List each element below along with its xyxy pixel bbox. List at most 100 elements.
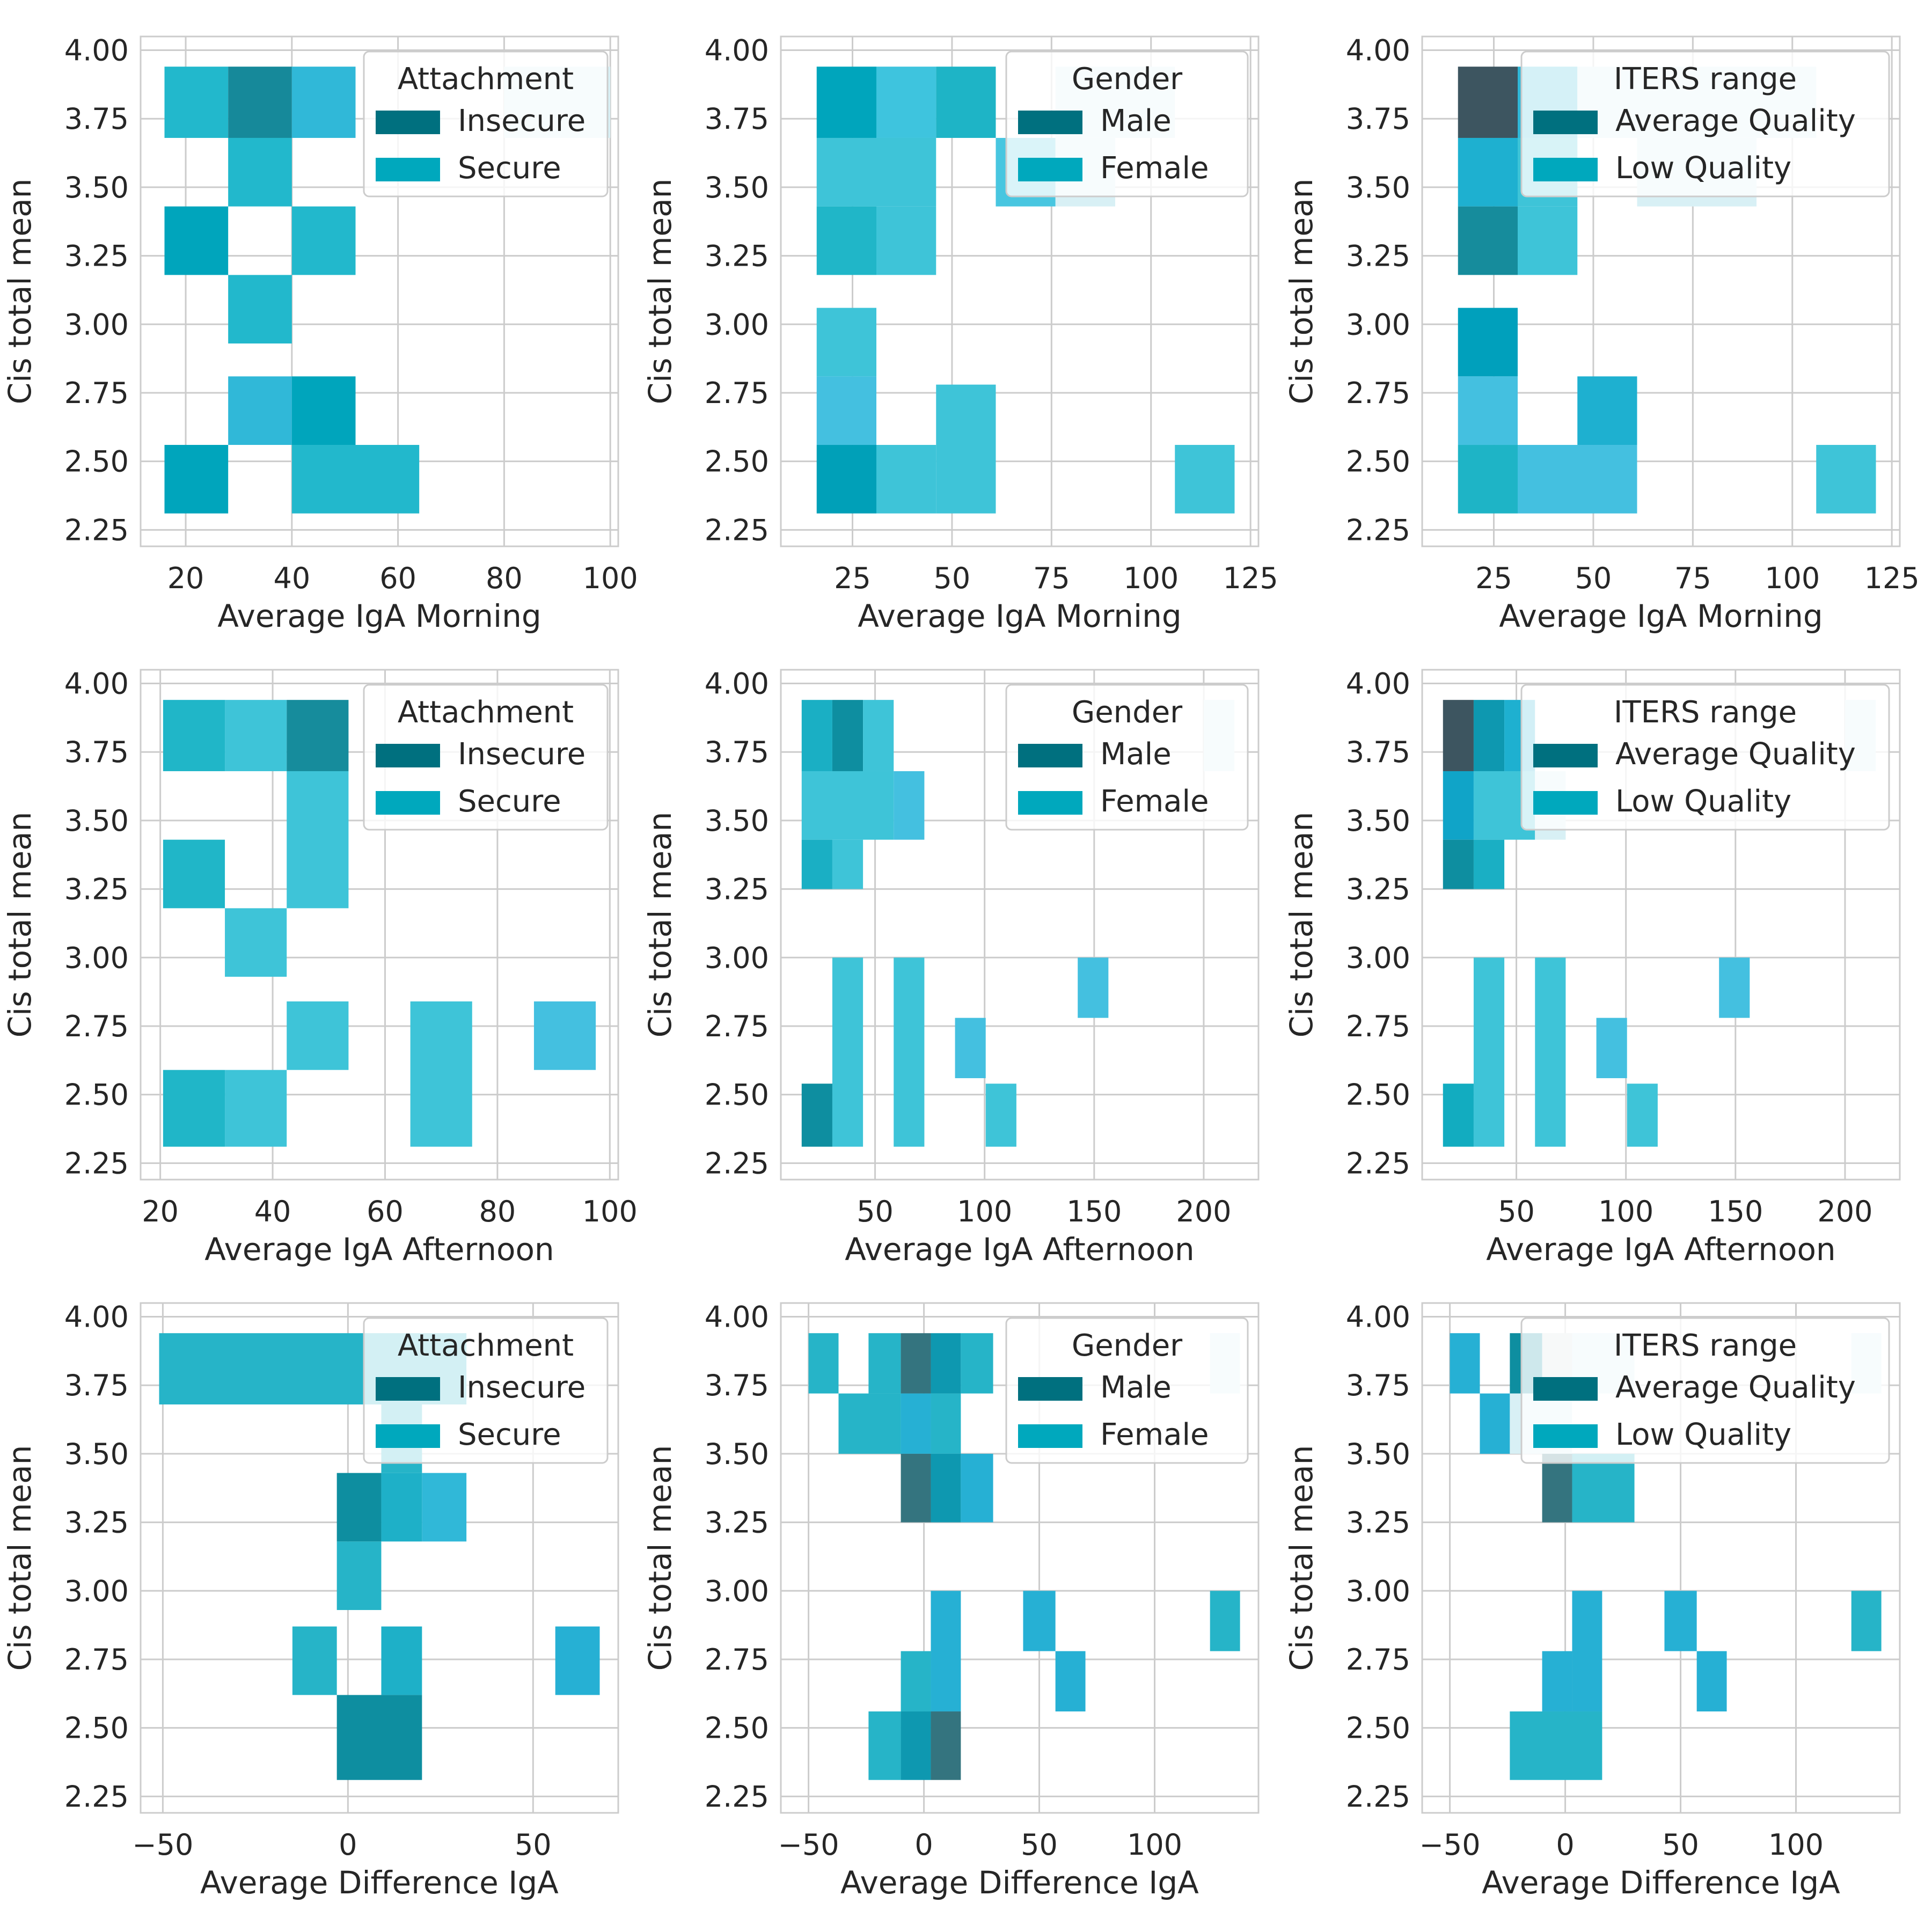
legend-label: Average Quality [1615, 1370, 1856, 1405]
x-axis-label: Average IgA Morning [858, 598, 1181, 634]
x-tick-label: 80 [479, 1195, 516, 1228]
heatmap-cell [1458, 206, 1518, 275]
y-tick-label: 3.75 [1346, 102, 1410, 136]
legend-label: Female [1100, 151, 1209, 186]
legend-swatch [376, 1377, 440, 1401]
plot-frame [140, 1302, 619, 1814]
heatmap-cell [1443, 839, 1474, 889]
heatmap-cell [1443, 1084, 1474, 1147]
legend-title: Gender [1072, 62, 1183, 97]
heatmap-cell [1719, 957, 1750, 1018]
plot-frame [140, 35, 619, 547]
legend-label: Secure [458, 151, 561, 186]
y-tick-label: 2.75 [1346, 376, 1410, 410]
y-tick-label: 3.50 [1346, 171, 1410, 204]
heatmap-cell [292, 1626, 337, 1695]
y-axis-label: Cis total mean [2, 1445, 38, 1671]
y-tick-label: 4.00 [64, 1300, 129, 1334]
x-tick-label: 125 [1864, 561, 1920, 595]
legend-label: Insecure [458, 737, 586, 772]
heatmap-cell [1450, 1333, 1480, 1394]
legend-swatch [1018, 791, 1082, 815]
y-tick-label: 3.00 [64, 941, 129, 975]
y-tick-label: 2.75 [705, 1009, 769, 1043]
x-tick-label: 0 [914, 1828, 933, 1862]
y-tick-label: 3.75 [64, 102, 129, 136]
legend-label: Low Quality [1615, 784, 1791, 819]
heatmap-cell [832, 957, 863, 1147]
y-tick-label: 3.25 [705, 239, 769, 273]
heatmap-cell [876, 206, 936, 275]
x-axis-label: Average IgA Afternoon [845, 1231, 1194, 1268]
heatmap-cell [533, 1001, 596, 1070]
x-axis-label: Average IgA Morning [1499, 598, 1823, 634]
heatmap-cell [336, 1473, 382, 1542]
heatmap-cell [225, 1070, 287, 1147]
legend-title: Attachment [398, 62, 574, 97]
y-tick-label: 2.75 [64, 376, 129, 410]
heatmap-cell [931, 1711, 961, 1780]
y-tick-label: 3.00 [705, 941, 769, 975]
y-tick-label: 4.00 [705, 34, 769, 68]
y-axis-label: Cis total mean [2, 179, 38, 405]
y-tick-label: 3.00 [64, 308, 129, 341]
y-tick-label: 3.75 [705, 102, 769, 136]
heatmap-cell [955, 1018, 986, 1079]
heatmap-cell [816, 67, 876, 138]
y-tick-label: 2.25 [64, 1146, 129, 1180]
y-tick-label: 4.00 [1346, 1300, 1410, 1334]
heatmap-cell [894, 771, 925, 840]
heatmap-cell [1458, 445, 1518, 514]
panel-8: −50 0 50 100 2.25 2.50 2.75 3.00 3.25 3.50 3.75 4.0… [642, 1300, 1260, 1901]
legend-swatch [1533, 791, 1598, 815]
y-tick-label: 4.00 [1346, 667, 1410, 701]
heatmap-cell [1458, 67, 1518, 138]
panel-4: 20 40 60 80 100 2.25 2.50 2.75 3.00 3.25 3.50 3.75 4… [2, 667, 638, 1268]
legend-box [1520, 1317, 1890, 1464]
x-tick-label: 50 [1498, 1195, 1535, 1228]
heatmap-cell [287, 771, 349, 909]
plot-frame [780, 35, 1260, 547]
heatmap-cell [1664, 1591, 1697, 1651]
heatmap-cell [832, 839, 863, 889]
x-tick-label: 50 [1575, 561, 1612, 595]
heatmap-cell [1510, 1711, 1602, 1780]
y-tick-label: 2.25 [705, 1780, 769, 1813]
x-tick-label: 150 [1708, 1195, 1763, 1228]
x-tick-label: 75 [1674, 561, 1711, 595]
x-tick-label: 100 [957, 1195, 1012, 1228]
heatmap-cell [291, 206, 356, 275]
legend: Attachment Insecure Secure [363, 50, 609, 197]
y-tick-label: 3.00 [1346, 308, 1410, 341]
x-tick-label: 100 [1765, 561, 1820, 595]
legend-box [1520, 50, 1890, 197]
y-tick-label: 2.25 [705, 513, 769, 547]
heatmap-cell [1458, 308, 1518, 377]
y-tick-label: 3.75 [64, 1368, 129, 1402]
y-axis-label: Cis total mean [1283, 179, 1320, 405]
heatmap-cell [225, 908, 287, 977]
panel-6: 50 100 150 200 2.25 2.50 2.75 3.00 3.25 3.50 3.75 4… [1283, 667, 1901, 1268]
heatmap-cell [291, 445, 420, 514]
heatmap-cell [228, 376, 292, 445]
heatmap-cell [901, 1393, 931, 1454]
heatmap-cell [1596, 1018, 1627, 1079]
heatmap-cell [1480, 1393, 1510, 1454]
heatmap-cell [868, 1711, 901, 1780]
heatmap-cell [801, 1084, 832, 1147]
y-tick-label: 3.50 [705, 1437, 769, 1471]
plot-frame [1421, 35, 1901, 547]
legend-swatch [1533, 1424, 1598, 1448]
panel-9: −50 0 50 100 2.25 2.50 2.75 3.00 3.25 3.50 3.75 4.0… [1283, 1300, 1901, 1901]
heatmap-cell [936, 67, 996, 138]
heatmap-cell [816, 376, 876, 445]
y-axis-label: Cis total mean [1283, 1445, 1320, 1671]
heatmap-cell [1542, 1453, 1572, 1523]
heatmap-cell [228, 67, 292, 138]
plot-frame [780, 669, 1260, 1181]
heatmap-cell [381, 1626, 422, 1695]
x-axis-label: Average Difference IgA [840, 1864, 1199, 1901]
heatmap-cell [1078, 957, 1109, 1018]
heatmap-cell [1572, 1591, 1602, 1712]
y-tick-label: 3.25 [705, 1506, 769, 1540]
